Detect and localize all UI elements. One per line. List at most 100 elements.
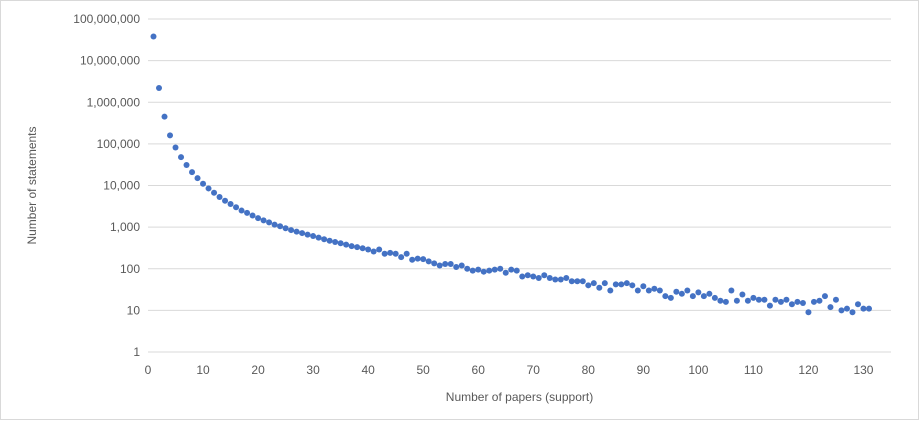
data-point xyxy=(546,274,553,281)
data-point xyxy=(623,280,630,287)
data-point xyxy=(645,287,652,294)
data-point xyxy=(304,231,311,238)
data-point xyxy=(640,283,647,290)
data-point xyxy=(832,296,839,303)
data-point xyxy=(178,154,185,161)
data-point xyxy=(310,233,317,240)
data-point xyxy=(348,243,355,250)
data-point xyxy=(535,274,542,281)
data-point xyxy=(585,282,592,289)
data-point xyxy=(409,256,416,263)
data-point xyxy=(337,240,344,247)
x-tick-label: 120 xyxy=(798,363,818,377)
data-point xyxy=(161,113,168,120)
y-tick-label: 1 xyxy=(133,345,140,359)
data-point xyxy=(480,268,487,275)
data-point xyxy=(321,236,328,243)
x-tick-label: 130 xyxy=(853,363,873,377)
data-point xyxy=(354,244,361,251)
y-tick-label: 100,000,000 xyxy=(73,12,140,26)
data-point xyxy=(425,258,432,265)
x-tick-label: 100 xyxy=(688,363,708,377)
data-point xyxy=(387,249,394,256)
data-point xyxy=(788,301,795,308)
data-point xyxy=(618,281,625,288)
data-point xyxy=(860,305,867,312)
data-point xyxy=(216,193,223,200)
data-point xyxy=(172,144,179,151)
data-point xyxy=(469,267,476,274)
data-point xyxy=(634,287,641,294)
data-point xyxy=(238,207,245,214)
data-point xyxy=(414,255,421,262)
data-point xyxy=(579,278,586,285)
data-point xyxy=(222,197,229,204)
data-point xyxy=(530,273,537,280)
data-point xyxy=(458,262,465,269)
x-axis-tick-labels: 0 10 20 30 40 50 60 70 80 90 100 110 120 130 xyxy=(145,363,874,377)
data-point xyxy=(706,290,713,297)
data-point xyxy=(519,273,526,280)
data-point xyxy=(260,217,267,224)
data-point xyxy=(497,265,504,272)
data-point xyxy=(453,264,460,271)
gridlines xyxy=(148,18,891,311)
data-point xyxy=(343,241,350,248)
data-point xyxy=(656,287,663,294)
data-point xyxy=(508,266,515,273)
data-point xyxy=(772,296,779,303)
data-point xyxy=(722,298,729,305)
data-point xyxy=(491,266,498,273)
data-point xyxy=(189,169,196,176)
data-point xyxy=(563,274,570,281)
data-points xyxy=(150,33,872,316)
data-point xyxy=(662,293,669,300)
data-point xyxy=(689,293,696,300)
data-point xyxy=(601,280,608,287)
data-point xyxy=(590,280,597,287)
data-point xyxy=(293,228,300,235)
x-tick-label: 0 xyxy=(145,363,152,377)
data-point xyxy=(612,281,619,288)
data-point xyxy=(541,272,548,279)
data-point xyxy=(431,260,438,267)
y-tick-label: 10,000 xyxy=(103,179,140,193)
data-point xyxy=(667,294,674,301)
data-point xyxy=(827,304,834,311)
data-point xyxy=(777,298,784,305)
data-point xyxy=(392,250,399,257)
data-point xyxy=(849,309,856,316)
data-point xyxy=(744,297,751,304)
data-point xyxy=(436,262,443,269)
x-tick-label: 10 xyxy=(196,363,210,377)
data-point xyxy=(821,293,828,300)
data-point xyxy=(194,175,201,182)
data-point xyxy=(816,297,823,304)
data-point xyxy=(574,278,581,285)
data-point xyxy=(442,261,449,268)
data-point xyxy=(376,246,383,253)
y-tick-label: 100,000 xyxy=(97,137,141,151)
x-tick-label: 80 xyxy=(582,363,596,377)
data-point xyxy=(332,238,339,245)
data-point xyxy=(843,305,850,312)
data-point xyxy=(475,266,482,273)
y-tick-label: 100 xyxy=(120,262,140,276)
data-point xyxy=(200,180,207,187)
data-point xyxy=(766,302,773,309)
data-point xyxy=(607,287,614,294)
data-point xyxy=(750,294,757,301)
data-point xyxy=(447,261,454,268)
data-point xyxy=(359,245,366,252)
data-point xyxy=(728,287,735,294)
data-point xyxy=(865,305,872,312)
data-point xyxy=(711,294,718,301)
data-point xyxy=(403,250,410,257)
data-point xyxy=(167,132,174,139)
x-tick-label: 60 xyxy=(472,363,486,377)
y-tick-label: 1,000,000 xyxy=(87,95,141,109)
data-point xyxy=(783,296,790,303)
data-point xyxy=(150,33,157,40)
x-tick-label: 90 xyxy=(637,363,651,377)
